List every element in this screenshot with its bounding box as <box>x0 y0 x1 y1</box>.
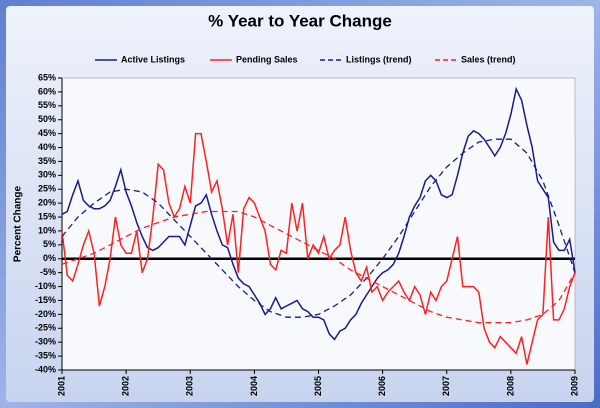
x-tick-label: 2004 <box>249 376 259 396</box>
legend-label: Pending Sales <box>236 54 298 64</box>
x-tick-label: 2006 <box>377 376 387 396</box>
y-tick-label: 35% <box>38 156 56 166</box>
legend-label: Listings (trend) <box>346 54 412 64</box>
y-tick-label: -15% <box>35 295 56 305</box>
x-tick-label: 2002 <box>121 376 131 396</box>
y-tick-label: 0% <box>43 253 56 263</box>
y-tick-label: 50% <box>38 114 56 124</box>
y-tick-label: 65% <box>38 72 56 82</box>
y-tick-label: 30% <box>38 170 56 180</box>
plot-area <box>61 77 576 371</box>
y-axis-label: Percent Change <box>13 185 24 262</box>
series-line <box>61 138 576 318</box>
y-tick-label: 60% <box>38 86 56 96</box>
series-line <box>61 210 576 324</box>
y-tick-label: -10% <box>35 281 56 291</box>
legend-label: Active Listings <box>121 54 185 64</box>
y-tick-label: -35% <box>35 350 56 360</box>
y-tick-label: -30% <box>35 337 56 347</box>
x-tick-label: 2009 <box>569 376 579 396</box>
y-tick-label: 15% <box>38 211 56 221</box>
y-tick-label: 40% <box>38 142 56 152</box>
y-tick-label: 10% <box>38 225 56 235</box>
x-tick-label: 2007 <box>441 376 451 396</box>
legend-label: Sales (trend) <box>461 54 516 64</box>
x-tick-label: 2001 <box>56 376 66 396</box>
y-tick-label: -20% <box>35 309 56 319</box>
x-tick-label: 2005 <box>313 376 323 396</box>
series-line <box>61 86 576 341</box>
y-tick-label: 5% <box>43 239 56 249</box>
x-tick-label: 2003 <box>185 376 195 396</box>
y-tick-label: -25% <box>35 323 56 333</box>
y-tick-label: 20% <box>38 198 56 208</box>
chart-title: % Year to Year Change <box>208 11 392 30</box>
x-tick-label: 2008 <box>505 376 515 396</box>
y-tick-label: 55% <box>38 100 56 110</box>
series-line <box>61 132 576 365</box>
y-tick-label: -5% <box>40 267 56 277</box>
y-tick-label: -40% <box>35 364 56 374</box>
y-tick-label: 25% <box>38 184 56 194</box>
y-tick-label: 45% <box>38 128 56 138</box>
